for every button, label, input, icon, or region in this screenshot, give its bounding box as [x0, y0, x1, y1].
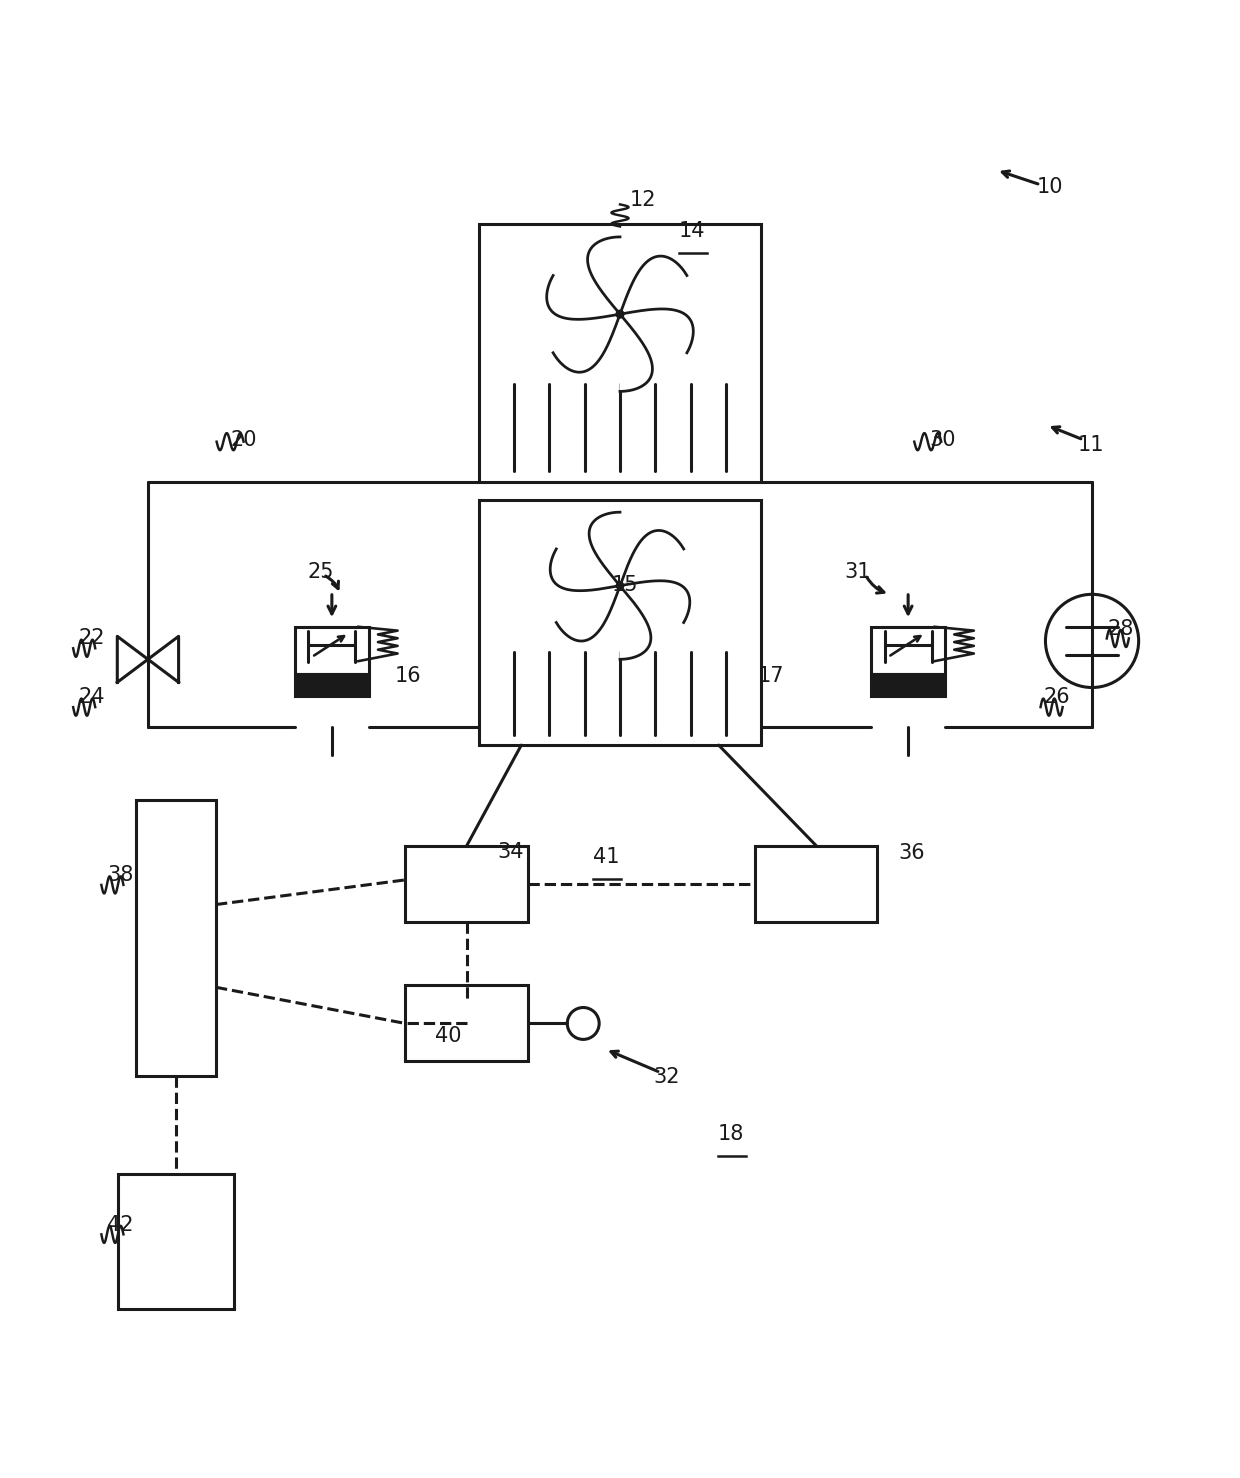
Bar	[882, 627, 935, 661]
Text: 16: 16	[394, 667, 422, 686]
Bar	[479, 225, 761, 482]
Circle shape	[616, 582, 624, 590]
Text: 12: 12	[630, 189, 656, 210]
Bar	[405, 986, 528, 1061]
Text: 15: 15	[611, 575, 637, 594]
Bar	[136, 800, 216, 1076]
Text: 20: 20	[231, 430, 257, 449]
Text: 38: 38	[108, 865, 134, 885]
Text: 30: 30	[929, 430, 956, 449]
Bar	[295, 628, 368, 674]
Polygon shape	[588, 236, 652, 392]
Bar	[305, 627, 358, 661]
Text: 40: 40	[435, 1026, 461, 1046]
Bar	[118, 1174, 234, 1310]
Text: 14: 14	[678, 222, 706, 241]
Polygon shape	[118, 637, 148, 683]
Text: 31: 31	[844, 562, 870, 582]
Text: 22: 22	[78, 628, 104, 649]
Text: 36: 36	[898, 842, 925, 863]
Polygon shape	[589, 513, 651, 659]
Polygon shape	[551, 548, 689, 622]
Text: 32: 32	[653, 1067, 680, 1088]
Bar	[755, 845, 878, 922]
Bar	[479, 500, 761, 745]
Bar	[405, 845, 528, 922]
Text: 42: 42	[108, 1215, 134, 1234]
Text: 26: 26	[1043, 687, 1070, 708]
Bar	[872, 628, 945, 674]
Polygon shape	[553, 256, 687, 372]
Text: 10: 10	[1037, 177, 1064, 197]
Polygon shape	[547, 275, 693, 353]
Text: 28: 28	[1109, 619, 1135, 638]
Circle shape	[616, 310, 624, 318]
Text: 34: 34	[497, 842, 523, 862]
Text: 25: 25	[308, 562, 334, 582]
Text: 24: 24	[78, 687, 104, 708]
Text: 18: 18	[718, 1123, 744, 1144]
Bar	[295, 674, 368, 696]
Text: 11: 11	[1078, 435, 1104, 455]
Polygon shape	[148, 637, 179, 683]
Text: 17: 17	[758, 667, 784, 686]
Bar	[872, 674, 945, 696]
Text: 41: 41	[593, 847, 620, 866]
Polygon shape	[557, 531, 683, 641]
